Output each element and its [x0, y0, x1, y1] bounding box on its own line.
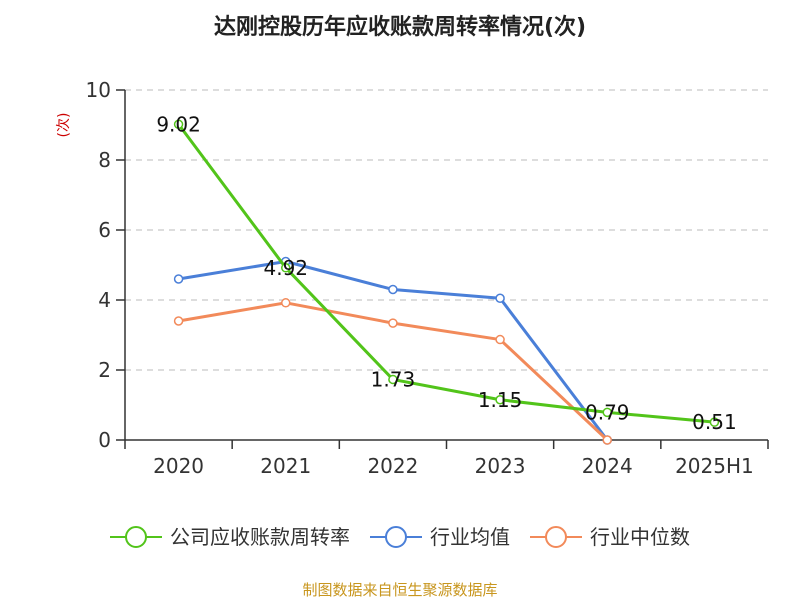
x-tick-label: 2021 — [260, 454, 311, 478]
data-point — [388, 284, 398, 295]
y-tick-label: 8 — [98, 148, 111, 172]
x-tick-label: 2024 — [582, 454, 633, 478]
data-point — [173, 316, 184, 326]
axes: 0 2 4 6 8 10 2020 2021 2022 2023 2024 2025H1 — [86, 78, 769, 478]
series-group — [173, 119, 720, 445]
x-tick-label: 2022 — [367, 454, 418, 478]
grid-lines — [125, 89, 768, 371]
data-label: 9.02 — [156, 112, 201, 136]
data-point — [281, 263, 291, 273]
x-tick-label: 2023 — [475, 454, 526, 478]
x-tick-label: 2020 — [153, 454, 204, 478]
data-point — [173, 119, 184, 130]
legend-marker — [385, 526, 407, 548]
data-point — [495, 293, 505, 303]
series-line-0 — [177, 123, 715, 424]
legend-marker — [545, 526, 567, 548]
data-point — [602, 435, 612, 445]
data-label: 0.51 — [692, 410, 737, 434]
data-label: 1.15 — [478, 388, 523, 412]
data-point — [495, 395, 505, 405]
data-point — [495, 334, 505, 345]
y-tick-label: 2 — [98, 358, 111, 382]
data-label: 0.79 — [585, 400, 630, 424]
data-point — [173, 274, 184, 284]
data-label: 1.73 — [371, 367, 416, 391]
data-point — [281, 298, 291, 308]
source-note: 制图数据来自恒生聚源数据库 — [302, 581, 497, 599]
legend: 公司应收账款周转率 行业均值 行业中位数 — [110, 525, 690, 549]
y-tick-label: 10 — [86, 78, 111, 102]
y-axis-label: (次) — [56, 113, 72, 138]
y-tick-label: 4 — [98, 288, 111, 312]
data-label: 4.92 — [263, 256, 308, 280]
legend-label: 行业中位数 — [590, 525, 690, 549]
chart-title: 达刚控股历年应收账款周转率情况(次) — [214, 14, 586, 40]
data-point — [388, 374, 398, 385]
data-labels: 9.02 4.92 1.73 1.15 0.79 0.51 — [156, 112, 736, 434]
legend-marker — [125, 526, 147, 548]
legend-label: 公司应收账款周转率 — [170, 525, 350, 549]
data-point — [602, 407, 612, 418]
y-tick-label: 0 — [98, 428, 111, 452]
data-point — [709, 417, 720, 427]
data-point — [388, 318, 398, 328]
x-tick-label: 2025H1 — [675, 454, 754, 478]
legend-label: 行业均值 — [430, 525, 510, 549]
y-tick-label: 6 — [98, 218, 111, 242]
